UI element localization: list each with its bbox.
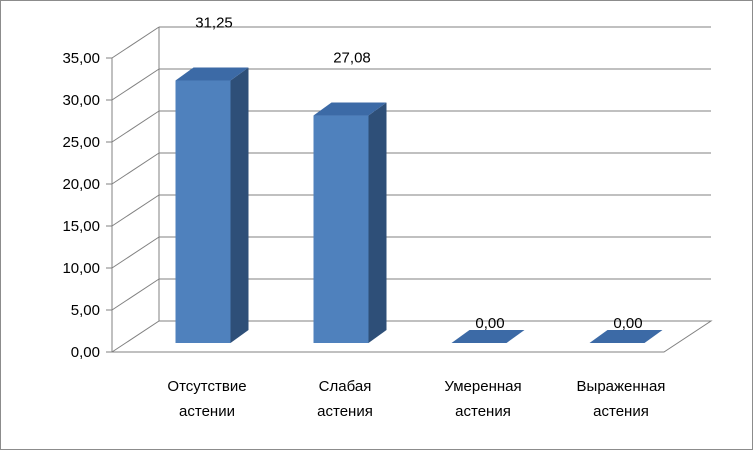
side-wall-line (111, 68, 160, 101)
y-tick-label: 20,00 (62, 176, 100, 193)
data-label: 31,25 (195, 15, 233, 32)
y-tick-label: 30,00 (62, 92, 100, 109)
data-label: 27,08 (333, 50, 371, 67)
gridlines (111, 26, 713, 353)
x-axis-labels: Отсутствие астении Слабая астения Умеренная а… (167, 378, 665, 420)
bar-top (313, 102, 387, 116)
bar-top (589, 330, 663, 343)
side-wall-line (111, 152, 160, 185)
data-labels: 31,25 27,08 0,00 0,00 (195, 15, 642, 333)
data-label: 0,00 (475, 315, 504, 332)
category-label: Отсутствие (167, 378, 246, 395)
bar-side (230, 67, 249, 343)
side-wall-line (111, 110, 160, 143)
side-wall-line (111, 236, 160, 269)
data-label: 0,00 (613, 315, 642, 332)
bar (175, 67, 249, 343)
side-wall-line (111, 278, 160, 311)
y-axis: 0,00 5,00 10,00 15,00 20,00 25,00 30,00 35,00 (62, 50, 113, 361)
category-label: Умеренная (444, 378, 521, 395)
bar (451, 330, 525, 343)
bar-top (451, 330, 525, 343)
side-wall-line (111, 194, 160, 227)
bar-top (175, 67, 249, 81)
category-label: астения (455, 403, 511, 420)
side-wall-line (111, 26, 160, 59)
y-tick-label: 5,00 (71, 302, 100, 319)
y-tick-label: 35,00 (62, 50, 100, 67)
category-label: астении (179, 403, 235, 420)
category-label: астения (593, 403, 649, 420)
bar (313, 102, 387, 343)
bar (589, 330, 663, 343)
y-tick-label: 15,00 (62, 218, 100, 235)
bar-side (368, 102, 387, 343)
category-label: Выраженная (577, 378, 666, 395)
bar-front (313, 115, 369, 343)
bars (175, 67, 663, 343)
bar-front (175, 80, 231, 343)
category-label: астения (317, 403, 373, 420)
y-tick-label: 25,00 (62, 134, 100, 151)
y-tick-label: 10,00 (62, 260, 100, 277)
category-label: Слабая (319, 378, 372, 395)
floor (111, 320, 713, 353)
y-tick-label: 0,00 (71, 344, 100, 361)
